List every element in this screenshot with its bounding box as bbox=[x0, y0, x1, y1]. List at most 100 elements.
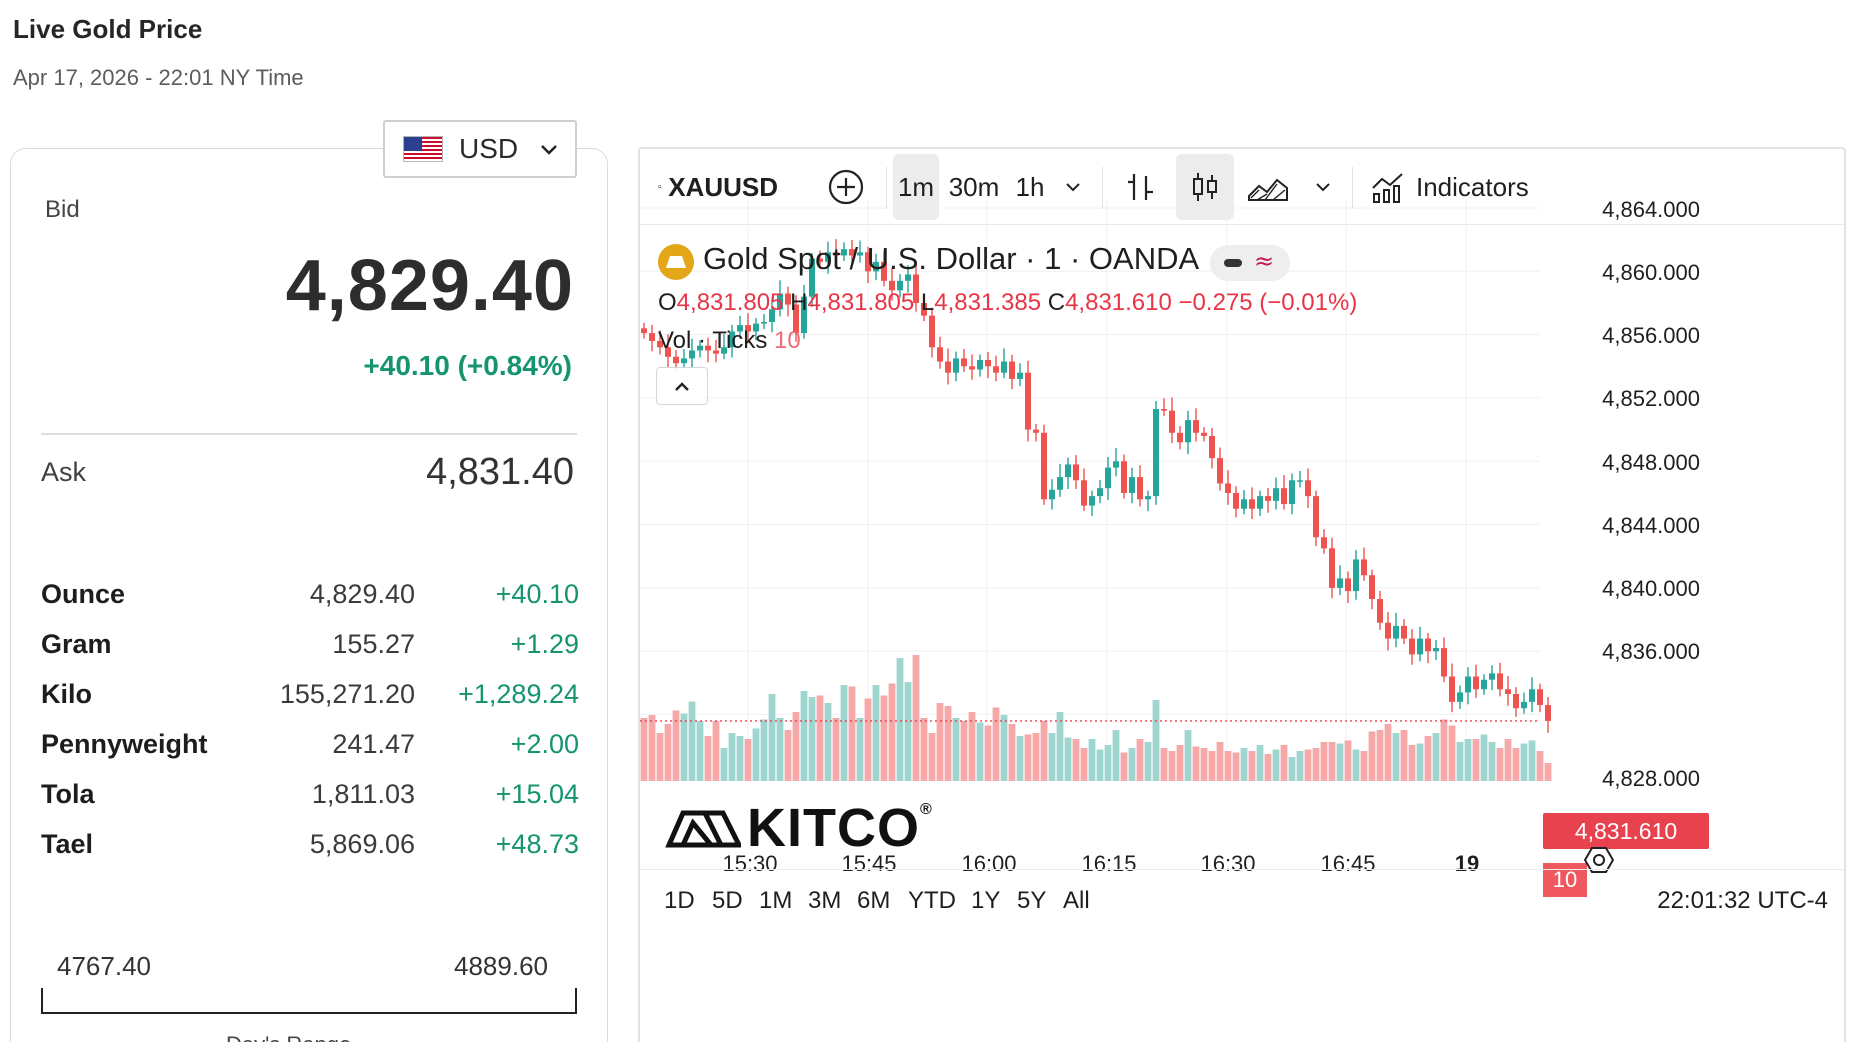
toolbar-separator bbox=[1352, 167, 1353, 209]
weight-price: 241.47 bbox=[332, 729, 415, 759]
candlestick-chart[interactable] bbox=[640, 149, 1846, 869]
volume-bar bbox=[1072, 739, 1080, 781]
volume-bar bbox=[808, 697, 816, 781]
legend-toggle[interactable]: ≈ bbox=[1210, 245, 1290, 281]
volume-bar bbox=[1392, 733, 1400, 781]
candle-body bbox=[1033, 429, 1039, 433]
candle-body bbox=[905, 274, 911, 281]
currency-dropdown[interactable]: USD bbox=[383, 120, 577, 178]
volume-value: 10 bbox=[774, 327, 801, 354]
kitco-logo-mark bbox=[665, 810, 741, 848]
range-ytd[interactable]: YTD bbox=[908, 887, 956, 914]
candle-body bbox=[729, 331, 735, 348]
interval-30m[interactable]: 30m bbox=[948, 171, 1000, 202]
range-1d[interactable]: 1D bbox=[664, 887, 695, 914]
volume-bar bbox=[672, 710, 680, 781]
volume-bar bbox=[848, 686, 856, 781]
weight-price: 1,811.03 bbox=[311, 779, 415, 809]
us-flag-icon bbox=[403, 136, 443, 162]
chart-type-dropdown[interactable] bbox=[1308, 154, 1338, 220]
candle-body bbox=[657, 340, 663, 348]
candle-body bbox=[1201, 432, 1207, 436]
collapse-legend-button[interactable] bbox=[656, 367, 708, 405]
candle-body bbox=[1105, 467, 1111, 489]
bar-style-button[interactable] bbox=[1118, 154, 1164, 220]
volume-bar bbox=[704, 736, 712, 781]
volume-bar bbox=[1352, 749, 1360, 781]
candle-body bbox=[1457, 692, 1463, 702]
area-style-button[interactable] bbox=[1245, 154, 1291, 220]
time-axis-tick: 15:45 bbox=[841, 851, 897, 876]
symbol-search-button[interactable]: XAUUSD bbox=[658, 154, 778, 220]
volume-bar bbox=[1120, 752, 1128, 781]
candle-body bbox=[993, 366, 999, 373]
candle-body bbox=[777, 293, 783, 310]
range-1m[interactable]: 1M bbox=[759, 887, 793, 914]
candle-body bbox=[969, 366, 975, 370]
candle-body bbox=[841, 249, 847, 256]
range-1y[interactable]: 1Y bbox=[971, 887, 1001, 914]
candle-style-button[interactable] bbox=[1176, 154, 1234, 220]
volume-bar bbox=[864, 698, 872, 781]
volume-bar bbox=[1448, 725, 1456, 781]
compare-symbol-button[interactable] bbox=[822, 154, 870, 220]
page-subtitle: Apr 17, 2026 - 22:01 NY Time bbox=[13, 65, 304, 90]
candle-body bbox=[745, 325, 751, 332]
volume-bar bbox=[744, 739, 752, 781]
bid-label: Bid bbox=[45, 196, 80, 223]
candle-body bbox=[1233, 492, 1239, 509]
volume-bar bbox=[912, 655, 920, 781]
volume-bar bbox=[1168, 751, 1176, 781]
price-axis-tick: 4,840.000 bbox=[1602, 576, 1700, 601]
indicators-icon bbox=[1372, 173, 1403, 203]
weight-change: +1,289.24 bbox=[458, 679, 579, 709]
weight-unit: Ounce bbox=[41, 579, 126, 609]
candle-body bbox=[913, 274, 919, 303]
wave-icon: ≈ bbox=[1254, 247, 1275, 275]
indicators-label: Indicators bbox=[1416, 171, 1529, 202]
interval-dropdown[interactable] bbox=[1058, 154, 1088, 220]
volume-bar bbox=[680, 713, 688, 781]
volume-bar bbox=[1232, 752, 1240, 781]
indicators-button[interactable]: Indicators bbox=[1370, 154, 1540, 220]
volume-bar bbox=[1344, 740, 1352, 781]
candle-body bbox=[1209, 435, 1215, 459]
volume-bar bbox=[1128, 748, 1136, 781]
interval-1h[interactable]: 1h bbox=[1015, 171, 1045, 202]
candle-body bbox=[649, 333, 655, 341]
candle-body bbox=[1345, 578, 1351, 592]
candle-body bbox=[1329, 548, 1335, 588]
chart-settings-icon[interactable] bbox=[1584, 845, 1614, 875]
range-5y[interactable]: 5Y bbox=[1017, 887, 1047, 914]
candle-body bbox=[1017, 372, 1023, 379]
candle-body bbox=[753, 323, 759, 332]
volume-bar bbox=[1496, 748, 1504, 781]
page-title: Live Gold Price bbox=[13, 14, 203, 44]
candle-body bbox=[897, 280, 903, 291]
candle-body bbox=[1161, 409, 1167, 411]
volume-bar bbox=[1464, 739, 1472, 781]
hide-icon bbox=[1224, 259, 1242, 267]
volume-bar bbox=[1456, 742, 1464, 781]
range-selector: 1D 5D 1M 3M 6M YTD 1Y 5Y All 22:01:32 UT… bbox=[640, 869, 1844, 933]
volume-bar bbox=[1112, 730, 1120, 781]
volume-bar bbox=[872, 685, 880, 781]
day-range-bar bbox=[41, 988, 577, 1014]
range-5d[interactable]: 5D bbox=[712, 887, 743, 914]
candle-body bbox=[1369, 575, 1375, 600]
range-3m[interactable]: 3M bbox=[808, 887, 842, 914]
volume-bar bbox=[696, 721, 704, 781]
ask-price: 4,831.40 bbox=[426, 451, 574, 493]
range-6m[interactable]: 6M bbox=[857, 887, 891, 914]
volume-bar bbox=[1144, 742, 1152, 781]
ohlc-change: −0.275 (−0.01%) bbox=[1178, 289, 1358, 316]
volume-bar bbox=[1176, 745, 1184, 781]
candle-body bbox=[1521, 701, 1527, 709]
weights-table: Ounce 4,829.40 +40.10 Gram 155.27 +1.29 … bbox=[41, 575, 579, 875]
volume-bar bbox=[1320, 742, 1328, 781]
range-all[interactable]: All bbox=[1063, 887, 1090, 914]
interval-1m[interactable]: 1m bbox=[893, 154, 939, 220]
candle-body bbox=[1153, 409, 1159, 497]
plus-circle-icon bbox=[828, 169, 864, 205]
volume-bar bbox=[752, 728, 760, 781]
